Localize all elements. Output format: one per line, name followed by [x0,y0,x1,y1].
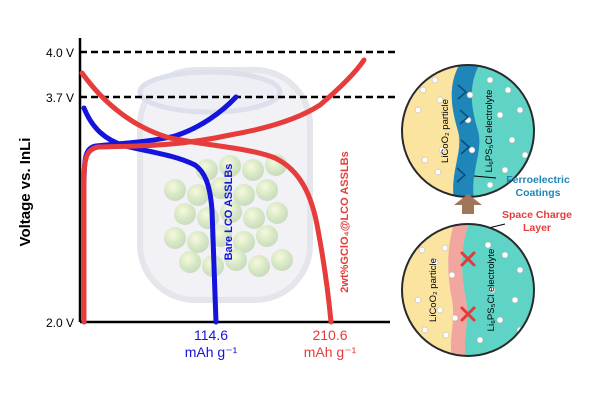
tick-label-2v: 2.0 V [46,316,74,330]
capacity-unit-bare: mAh g⁻¹ [185,344,238,360]
bare-interface-circle: LiCoO₂ particle Li₆PS₅Cl electrolyte [401,223,535,357]
transition-arrow-icon [454,194,482,214]
capacity-value-coated: 210.6 [312,327,347,343]
series-label-coated-lco: 2wt%GClO₄@LCO ASSLBs [339,151,351,292]
ferroelectric-coating-layer [451,65,482,197]
coated-particle-label: LiCoO₂ particle [440,99,451,163]
blocked-transport-icons [460,251,476,322]
coating-label-line-2: Coatings [516,187,561,199]
bare-lco-discharge-curve [81,105,219,325]
tick-label-4v: 4.0 V [46,46,74,60]
y-axis-label: Voltage vs. InLi [17,138,34,247]
coating-callout-line [473,175,497,179]
space-charge-label-line-2: Layer [523,222,551,234]
series-label-bare-lco: Bare LCO ASSLBs [223,164,235,261]
coated-lco-discharge-curve [79,70,334,325]
capacity-unit-coated: mAh g⁻¹ [304,344,357,360]
bare-electrolyte-label: Li₆PS₅Cl electrolyte [486,249,497,332]
coated-electrolyte-label: Li₆PS₅Cl electrolyte [484,90,495,173]
polarization-arrows [456,84,471,183]
space-charge-layer [448,224,470,356]
tick-label-3-7v: 3.7 V [46,91,74,105]
series-coated-lco [79,57,367,325]
coated-lco-charge-curve [81,57,367,325]
coated-interface-circle: LiCoO₂ particle Li₆PS₅Cl electrolyte [401,64,535,198]
bare-particle-label: LiCoO₂ particle [428,258,439,322]
bare-ion-dots [414,241,524,344]
space-charge-label-line-1: Space Charge [502,209,572,221]
coating-label-line-1: Ferroelectric [506,174,570,186]
bare-electrolyte-region [462,224,534,356]
capacity-value-bare: 114.6 [194,327,228,343]
